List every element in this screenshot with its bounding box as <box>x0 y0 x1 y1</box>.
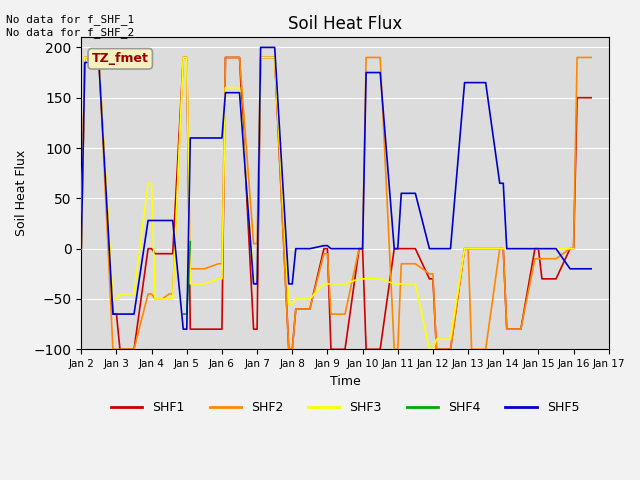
Text: TZ_fmet: TZ_fmet <box>92 52 148 65</box>
X-axis label: Time: Time <box>330 374 360 387</box>
Y-axis label: Soil Heat Flux: Soil Heat Flux <box>15 150 28 237</box>
Legend: SHF1, SHF2, SHF3, SHF4, SHF5: SHF1, SHF2, SHF3, SHF4, SHF5 <box>106 396 584 419</box>
Text: No data for f_SHF_1
No data for f_SHF_2: No data for f_SHF_1 No data for f_SHF_2 <box>6 14 134 38</box>
Title: Soil Heat Flux: Soil Heat Flux <box>288 15 402 33</box>
